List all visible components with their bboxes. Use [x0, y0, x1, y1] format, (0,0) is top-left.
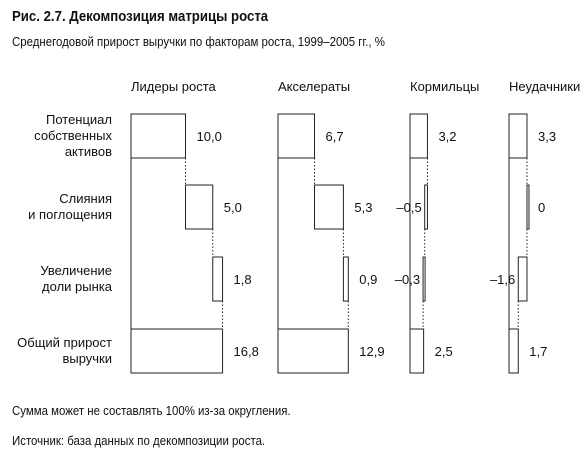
- bar: [342, 256, 349, 302]
- data-label: 0,9: [359, 272, 377, 287]
- data-label: 3,3: [538, 129, 556, 144]
- bar: [526, 184, 530, 230]
- category-label: и поглощения: [28, 207, 112, 222]
- bar: [212, 256, 224, 302]
- bar: [277, 113, 316, 159]
- category-label: Увеличение: [40, 263, 112, 278]
- data-label: –0,3: [395, 272, 420, 287]
- chart-title: Рис. 2.7. Декомпозиция матрицы роста: [12, 8, 269, 25]
- bar: [424, 184, 428, 230]
- series-header: Неудачники: [509, 79, 580, 94]
- data-label: 12,9: [359, 344, 384, 359]
- bar: [130, 113, 186, 159]
- category-label: собственных: [34, 128, 112, 143]
- data-label: 5,3: [354, 200, 372, 215]
- bar: [185, 184, 214, 230]
- series-header: Кормильцы: [410, 79, 479, 94]
- category-label: доли рынка: [42, 279, 113, 294]
- data-label: 10,0: [197, 129, 222, 144]
- bar: [277, 328, 349, 374]
- bar: [508, 328, 519, 374]
- data-label: 0: [538, 200, 545, 215]
- bar: [409, 113, 428, 159]
- rounding-note: Сумма может не составлять 100% из-за окр…: [12, 403, 291, 418]
- chart-subtitle: Среднегодовой прирост выручки по фактора…: [12, 34, 385, 49]
- source-note: Источник: база данных по декомпозиции ро…: [12, 433, 266, 448]
- bar: [517, 256, 528, 302]
- category-label: Общий прирост: [17, 335, 112, 350]
- data-label: 16,8: [234, 344, 259, 359]
- bar: [130, 328, 224, 374]
- category-label: Потенциал: [46, 112, 112, 127]
- category-label: выручки: [62, 351, 112, 366]
- data-label: 1,8: [234, 272, 252, 287]
- bar: [422, 256, 426, 302]
- data-label: –0,5: [396, 200, 421, 215]
- bar: [314, 184, 344, 230]
- category-label: активов: [65, 144, 112, 159]
- data-label: 3,2: [438, 129, 456, 144]
- data-label: 6,7: [326, 129, 344, 144]
- bar: [409, 328, 425, 374]
- series-header: Лидеры роста: [131, 79, 217, 94]
- data-label: –1,6: [490, 272, 515, 287]
- series-header: Акселераты: [278, 79, 350, 94]
- data-label: 1,7: [529, 344, 547, 359]
- category-label: Слияния: [59, 191, 112, 206]
- data-label: 2,5: [435, 344, 453, 359]
- bar: [508, 113, 528, 159]
- data-label: 5,0: [224, 200, 242, 215]
